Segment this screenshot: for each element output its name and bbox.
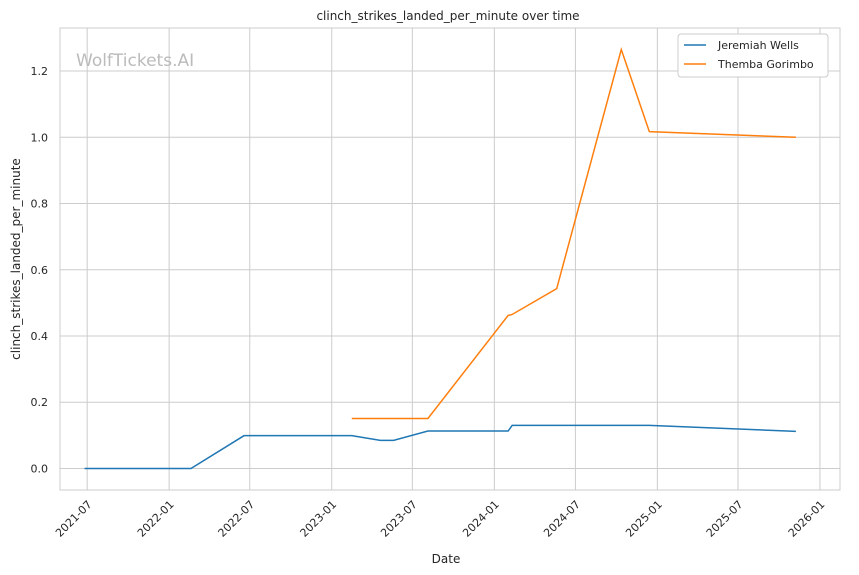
y-tick-label: 0.0 — [31, 462, 49, 475]
y-tick-label: 0.2 — [31, 396, 49, 409]
x-tick-label: 2023-01 — [298, 498, 340, 540]
x-tick-label: 2021-07 — [53, 498, 95, 540]
watermark: WolfTickets.AI — [76, 51, 194, 71]
plot-area — [59, 27, 841, 491]
y-tick-label: 1.2 — [31, 65, 49, 78]
y-tick-label: 1.0 — [31, 131, 49, 144]
x-tick-label: 2026-01 — [786, 498, 828, 540]
series-line-0 — [84, 424, 796, 470]
x-tick-label: 2022-01 — [135, 498, 177, 540]
series-line-1 — [351, 46, 796, 420]
x-tick-label: 2025-01 — [623, 498, 665, 540]
y-tick-label: 0.4 — [31, 330, 49, 343]
grid — [60, 28, 840, 490]
y-tick-label: 0.6 — [31, 264, 49, 277]
y-tick-label: 0.8 — [31, 198, 49, 211]
x-tick-label: 2022-07 — [216, 498, 258, 540]
x-tick-label: 2024-07 — [541, 498, 583, 540]
x-tick-label: 2025-07 — [704, 498, 746, 540]
chart-title: clinch_strikes_landed_per_minute over ti… — [316, 9, 579, 23]
legend-label-0: Jeremiah Wells — [717, 39, 799, 52]
legend-label-1: Themba Gorimbo — [717, 58, 814, 71]
legend: Jeremiah Wells Themba Gorimbo — [677, 33, 829, 78]
x-tick-label: 2024-01 — [460, 498, 502, 540]
x-tick-label: 2023-07 — [378, 498, 420, 540]
y-axis-label: clinch_strikes_landed_per_minute — [9, 158, 23, 360]
series-lines — [84, 46, 796, 470]
x-axis-label: Date — [432, 552, 461, 566]
